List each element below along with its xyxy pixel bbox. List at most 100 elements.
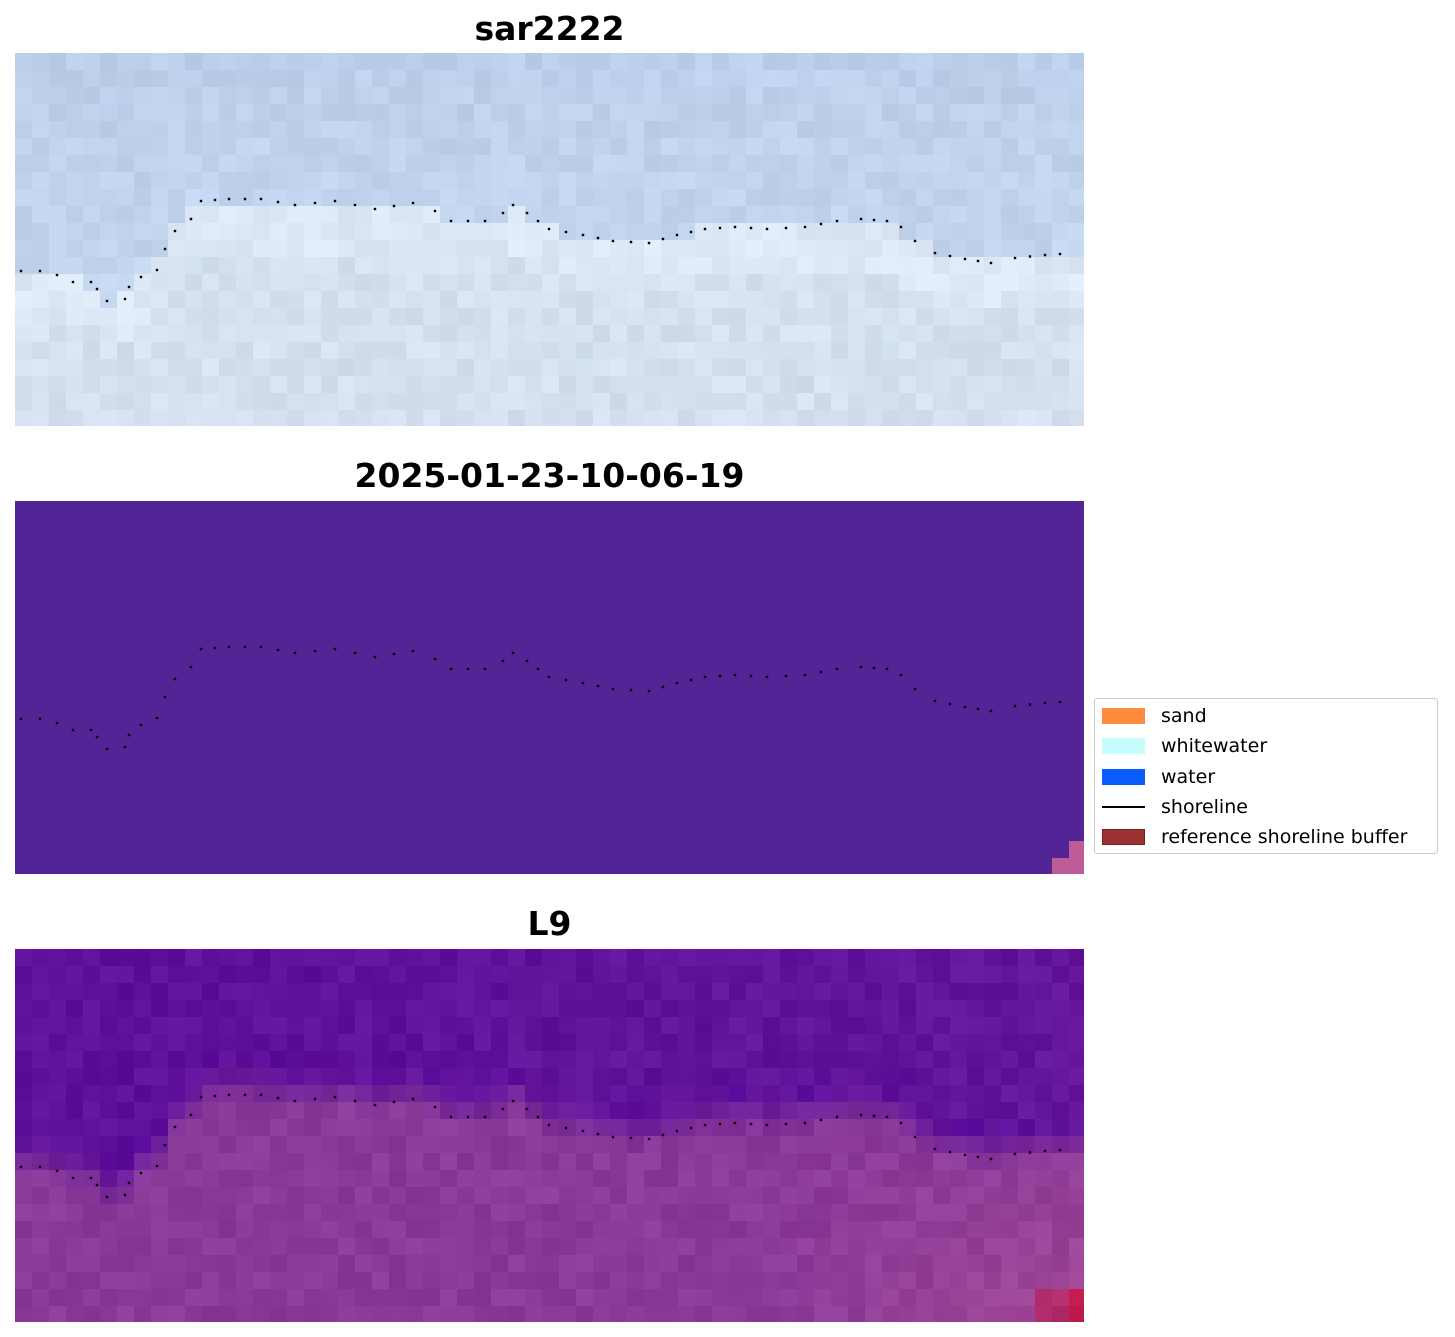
pixel: [661, 501, 679, 519]
pixel: [491, 824, 509, 842]
pixel: [865, 138, 883, 156]
pixel: [644, 949, 662, 967]
shoreline-dot: [647, 241, 651, 245]
pixel: [1052, 824, 1070, 842]
pixel: [780, 1051, 798, 1069]
pixel: [304, 1238, 322, 1256]
pixel: [253, 1085, 271, 1103]
pixel: [916, 949, 934, 967]
pixel: [15, 1051, 33, 1069]
pixel: [542, 172, 560, 190]
pixel: [406, 393, 424, 411]
pixel: [559, 1187, 577, 1205]
pixel: [338, 291, 356, 309]
pixel: [117, 1289, 135, 1307]
pixel: [1069, 569, 1084, 587]
pixel: [491, 552, 509, 570]
pixel: [372, 739, 390, 757]
pixel: [253, 308, 271, 326]
shoreline-dot: [55, 273, 59, 277]
pixel: [474, 308, 492, 326]
pixel: [661, 1255, 679, 1273]
pixel: [882, 53, 900, 71]
pixel: [457, 983, 475, 1001]
pixel: [525, 274, 543, 292]
pixel: [1069, 1170, 1084, 1188]
pixel: [780, 172, 798, 190]
pixel: [440, 841, 458, 859]
pixel: [1035, 807, 1053, 825]
pixel: [423, 671, 441, 689]
pixel: [729, 790, 747, 808]
pixel: [49, 1204, 67, 1222]
shoreline-dot: [511, 651, 515, 655]
pixel: [780, 70, 798, 88]
pixel: [882, 824, 900, 842]
pixel: [542, 807, 560, 825]
pixel: [508, 1187, 526, 1205]
pixel: [457, 1136, 475, 1154]
pixel: [576, 1085, 594, 1103]
pixel: [338, 257, 356, 275]
pixel: [185, 189, 203, 207]
pixel: [474, 325, 492, 343]
shoreline-dot: [127, 733, 131, 737]
pixel: [66, 722, 84, 740]
pixel: [457, 189, 475, 207]
pixel: [576, 790, 594, 808]
pixel: [797, 53, 815, 71]
pixel: [389, 671, 407, 689]
shoreline-dot: [105, 299, 109, 303]
pixel: [746, 308, 764, 326]
pixel: [117, 172, 135, 190]
pixel: [1035, 569, 1053, 587]
pixel: [814, 1204, 832, 1222]
pixel: [899, 552, 917, 570]
pixel: [576, 983, 594, 1001]
pixel: [593, 1221, 611, 1239]
pixel: [525, 53, 543, 71]
pixel: [627, 206, 645, 224]
pixel: [49, 1221, 67, 1239]
pixel: [389, 410, 407, 426]
pixel: [270, 773, 288, 791]
pixel: [593, 359, 611, 377]
pixel: [797, 705, 815, 723]
pixel: [610, 705, 628, 723]
pixel: [66, 291, 84, 309]
pixel: [406, 722, 424, 740]
pixel: [933, 376, 951, 394]
pixel: [355, 637, 373, 655]
pixel: [712, 1170, 730, 1188]
pixel: [287, 1306, 305, 1322]
pixel: [151, 620, 169, 638]
pixel: [1069, 552, 1084, 570]
pixel: [270, 501, 288, 519]
pixel: [219, 1272, 237, 1290]
pixel: [678, 518, 696, 536]
pixel: [423, 172, 441, 190]
pixel: [797, 172, 815, 190]
shoreline-dot: [1058, 1148, 1062, 1152]
pixel: [185, 586, 203, 604]
pixel: [66, 1170, 84, 1188]
pixel: [236, 586, 254, 604]
pixel: [644, 138, 662, 156]
pixel: [406, 1204, 424, 1222]
pixel: [916, 824, 934, 842]
pixel: [593, 1000, 611, 1018]
pixel: [865, 603, 883, 621]
pixel: [644, 1221, 662, 1239]
pixel: [899, 1255, 917, 1273]
pixel: [1018, 688, 1036, 706]
pixel: [814, 756, 832, 774]
pixel: [984, 1017, 1002, 1035]
pixel: [474, 671, 492, 689]
pixel: [202, 308, 220, 326]
pixel: [406, 841, 424, 859]
pixel: [134, 966, 152, 984]
pixel: [202, 739, 220, 757]
pixel: [644, 790, 662, 808]
pixel: [763, 1034, 781, 1052]
shoreline-dot: [313, 201, 317, 205]
